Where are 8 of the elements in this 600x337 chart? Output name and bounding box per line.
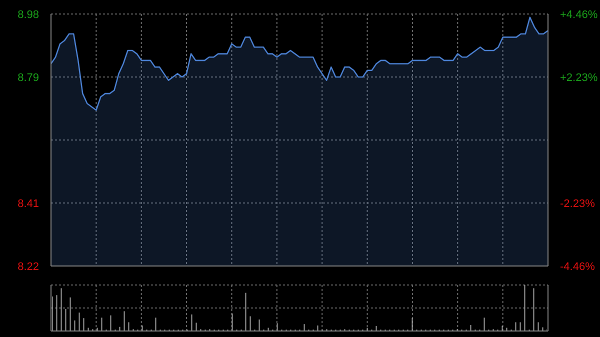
y2-tick-label: -4.46% — [560, 261, 596, 273]
y-tick-label: 8.41 — [18, 198, 39, 210]
y-tick-label: 8.22 — [18, 261, 39, 273]
y-tick-label: 8.98 — [18, 9, 39, 21]
y2-tick-label: -2.23% — [560, 198, 596, 210]
y2-tick-label: +4.46% — [560, 9, 598, 21]
y-tick-label: 8.79 — [18, 72, 39, 84]
y2-tick-label: +2.23% — [560, 72, 598, 84]
